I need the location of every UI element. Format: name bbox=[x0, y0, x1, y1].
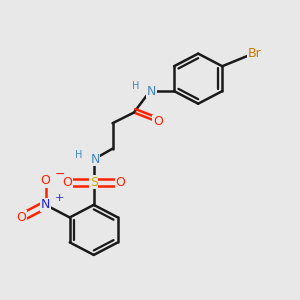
Text: O: O bbox=[16, 211, 26, 224]
Text: S: S bbox=[90, 176, 98, 189]
Text: N: N bbox=[41, 198, 50, 212]
Text: +: + bbox=[55, 193, 64, 203]
Text: H: H bbox=[75, 150, 83, 161]
Text: H: H bbox=[132, 81, 139, 91]
Text: Br: Br bbox=[248, 46, 261, 60]
Text: N: N bbox=[147, 85, 156, 98]
Text: O: O bbox=[116, 176, 125, 189]
Text: −: − bbox=[54, 168, 65, 181]
Text: O: O bbox=[41, 174, 50, 187]
Text: O: O bbox=[62, 176, 72, 189]
Text: N: N bbox=[90, 153, 100, 166]
Text: O: O bbox=[153, 116, 163, 128]
